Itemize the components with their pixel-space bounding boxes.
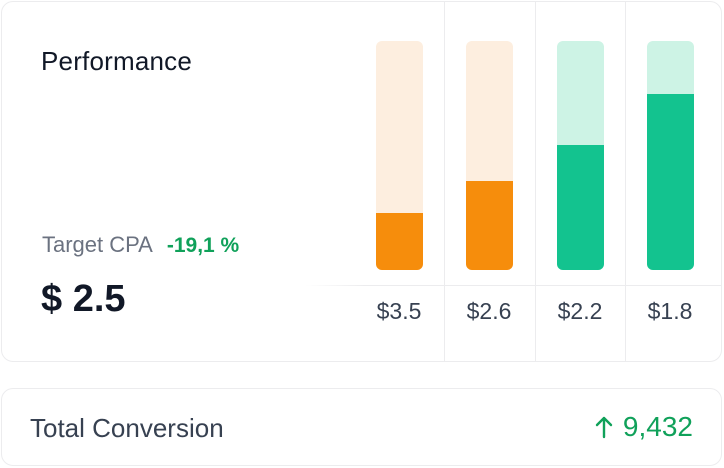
total-conversion-value: 9,432 — [622, 411, 693, 442]
bar — [556, 145, 604, 270]
bar-category-label: $1.8 — [647, 298, 693, 324]
cpa-bar-chart: $3.5 $2.6 $2.2 $1.8 — [305, 2, 721, 361]
total-conversion-value-wrap: 9,432 — [595, 411, 693, 443]
performance-card: Performance Target CPA -19,1 % $ 2.5 $3.… — [1, 1, 722, 362]
bar-track — [646, 41, 694, 270]
chart-column-divider — [625, 2, 626, 361]
total-conversion-card: Total Conversion 9,432 — [1, 388, 722, 466]
chart-column-divider — [444, 2, 445, 361]
chart-baseline — [305, 285, 721, 286]
bar-track — [556, 41, 604, 270]
target-cpa-row: Target CPA -19,1 % — [42, 232, 239, 258]
bar-category-label: $2.2 — [557, 298, 603, 324]
bar-track — [465, 41, 513, 270]
bar-track — [375, 41, 423, 270]
bar-category-label: $2.6 — [466, 298, 512, 324]
card-title: Performance — [41, 46, 193, 76]
bar — [465, 181, 513, 270]
arrow-up-icon — [595, 416, 613, 439]
chart-column-divider — [535, 2, 536, 361]
bar — [375, 213, 423, 270]
total-conversion-label: Total Conversion — [30, 413, 224, 443]
target-cpa-label: Target CPA — [42, 232, 153, 257]
bar-category-label: $3.5 — [376, 298, 422, 324]
target-cpa-change: -19,1 % — [166, 234, 240, 257]
bar — [646, 94, 694, 270]
cpa-value: $ 2.5 — [41, 278, 126, 320]
